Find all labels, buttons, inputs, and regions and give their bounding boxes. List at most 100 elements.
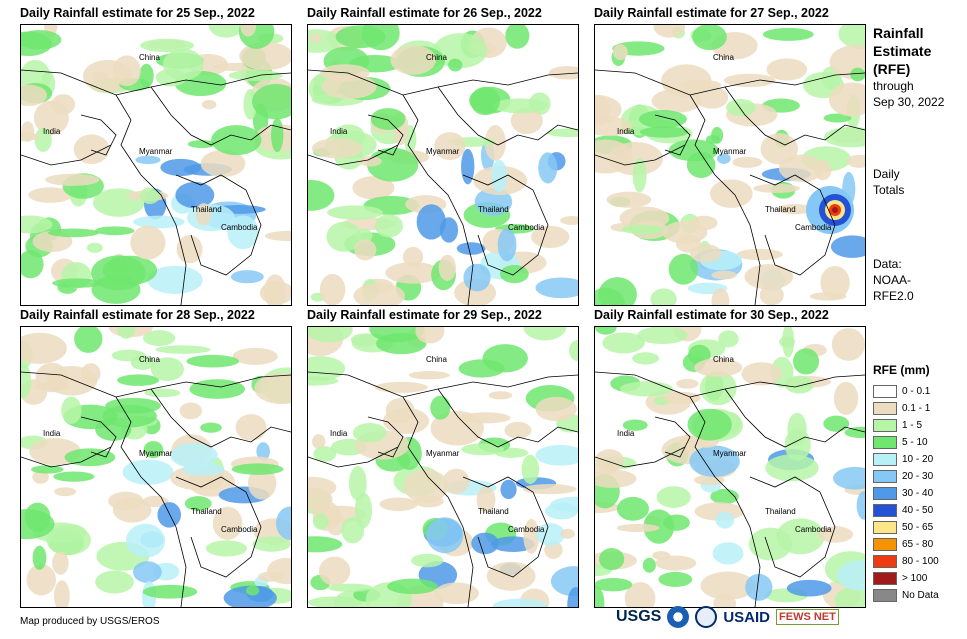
usaid-seal-icon (695, 606, 718, 628)
rain-patch (240, 25, 257, 37)
country-border (367, 114, 404, 156)
rain-patch (500, 479, 517, 500)
rain-patch (130, 355, 155, 371)
rain-patch (809, 292, 847, 301)
rain-patch (833, 381, 859, 415)
data-source-1: NOAA- (873, 273, 912, 287)
legend-title: RFE (mm) (873, 363, 930, 377)
rain-patch (179, 402, 203, 420)
rain-patch (81, 363, 101, 384)
rain-patch (130, 225, 166, 260)
rain-patch (705, 134, 721, 144)
through-text: through (873, 79, 914, 93)
rain-patch (602, 332, 645, 354)
rain-patch (205, 540, 248, 557)
rain-patch (142, 584, 198, 599)
legend-item: > 100 (873, 570, 939, 587)
rain-patch (95, 570, 134, 594)
rain-patch (709, 179, 753, 208)
logo-bar: USGS USAID FEWS NET (616, 606, 839, 628)
country-label-cambodia: Cambodia (221, 223, 258, 232)
rain-patch (606, 191, 652, 208)
rainfall-map: China India Myanmar Thailand Cambodia (594, 326, 866, 608)
rain-patch (359, 156, 382, 167)
rain-patch (491, 159, 508, 193)
rain-patch (484, 124, 506, 161)
country-label-thailand: Thailand (191, 507, 222, 516)
rain-patch (308, 327, 353, 343)
rain-patch (276, 506, 291, 540)
country-border (689, 94, 761, 305)
rain-patch (762, 27, 814, 41)
rain-patch (492, 98, 548, 114)
rain-patch (523, 518, 540, 554)
rain-patch (308, 488, 333, 511)
legend-label: 10 - 20 (902, 454, 934, 465)
rain-patch (382, 407, 430, 435)
rain-patch (402, 246, 424, 267)
rain-patch (535, 396, 577, 422)
rain-patch (309, 33, 322, 44)
rain-patch (838, 25, 865, 50)
rain-patch (765, 454, 819, 482)
legend-swatch (873, 521, 897, 534)
country-label-india: India (43, 429, 61, 438)
rain-patch (46, 525, 91, 556)
rain-patch (212, 506, 243, 540)
rain-patch (476, 486, 496, 513)
rain-patch (653, 25, 686, 38)
country-border (80, 114, 117, 156)
rain-patch (430, 395, 451, 420)
legend-item: 65 - 80 (873, 536, 939, 553)
country-border (749, 476, 836, 578)
rain-patch (433, 33, 488, 69)
daily-text: Daily (873, 167, 900, 181)
rain-patch (321, 74, 377, 99)
rain-patch (390, 44, 437, 75)
country-border (367, 416, 404, 458)
rain-patch (426, 517, 464, 554)
rain-patch (21, 30, 62, 50)
rain-patch (661, 64, 712, 98)
legend-item: 80 - 100 (873, 553, 939, 570)
rain-patch (53, 471, 95, 482)
map-canvas (595, 327, 865, 607)
country-border (654, 416, 691, 458)
rain-patch (139, 187, 160, 205)
legend-item: 50 - 65 (873, 519, 939, 536)
legend-label: 1 - 5 (902, 420, 923, 431)
legend-label: 50 - 65 (902, 522, 934, 533)
title-line: Rainfall (873, 25, 924, 41)
rain-patch (523, 327, 567, 341)
rain-patch (327, 583, 373, 592)
rain-patch (102, 404, 157, 428)
legend-swatch (873, 504, 897, 517)
legend-swatch (873, 589, 897, 602)
legend-label: 0 - 0.1 (902, 386, 931, 397)
panel-title: Daily Rainfall estimate for 28 Sep., 202… (20, 308, 255, 322)
country-border (724, 388, 865, 448)
rain-patch (642, 557, 656, 573)
rain-patch (47, 228, 100, 238)
country-border (402, 94, 474, 305)
rain-patch (717, 153, 731, 164)
rain-patch (200, 422, 222, 433)
rain-patch (710, 488, 739, 505)
rain-patch (21, 362, 32, 399)
legend-swatch (873, 470, 897, 483)
rain-patch (108, 491, 144, 511)
rain-patch (492, 598, 548, 607)
rain-patch (776, 518, 825, 555)
rain-patch (442, 468, 470, 494)
rain-patch (535, 277, 578, 299)
rain-patch (856, 491, 865, 520)
country-label-india: India (330, 127, 348, 136)
rain-patch (311, 138, 363, 159)
rain-patch (598, 277, 637, 305)
rain-patch (411, 553, 444, 568)
rain-patch (318, 556, 351, 586)
rain-patch (689, 445, 740, 478)
rain-patch (690, 244, 722, 263)
country-border (308, 446, 399, 468)
rain-patch (208, 25, 244, 38)
